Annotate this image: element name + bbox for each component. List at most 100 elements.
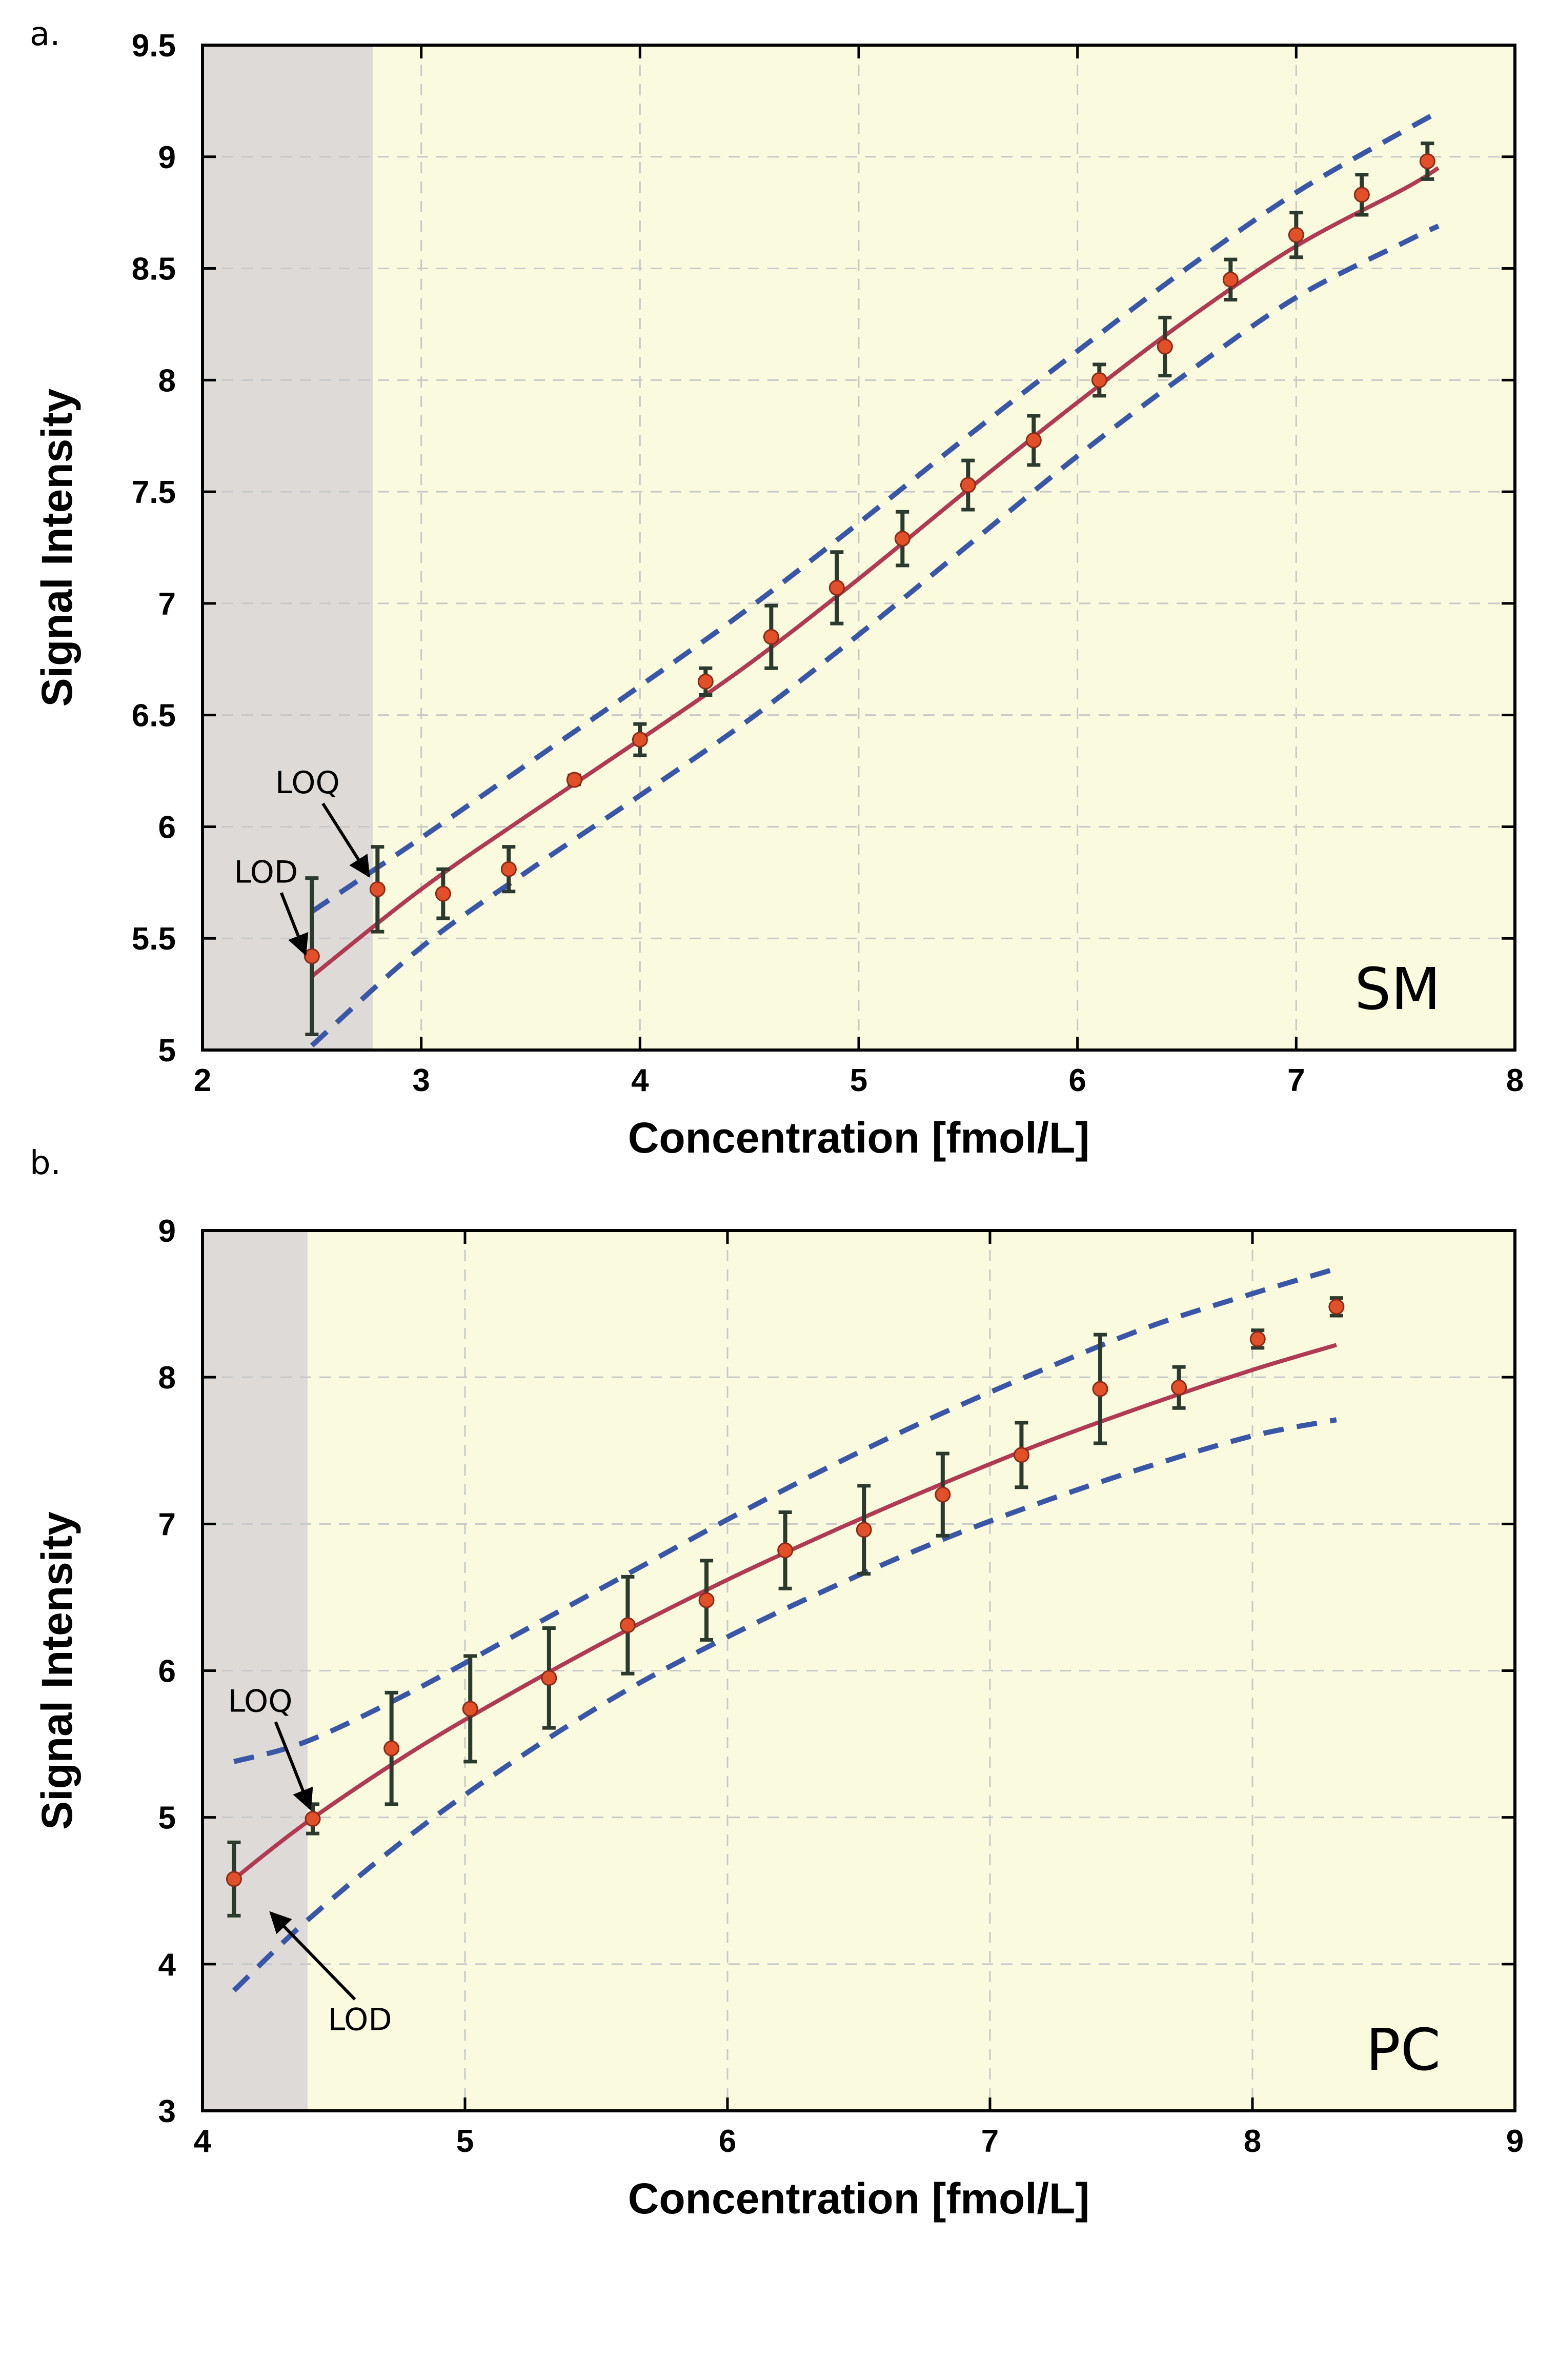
- data-point-marker: [462, 1701, 478, 1717]
- panel-b-y-axis-label: Signal Intensity: [33, 1511, 81, 1830]
- data-point: [462, 1654, 478, 1764]
- data-point: [1157, 315, 1173, 378]
- data-point-marker: [619, 1617, 636, 1633]
- panel-b-annotations: LOQ LOD: [228, 1684, 392, 2038]
- data-point-marker: [828, 579, 845, 596]
- annotation-arrow: [269, 1911, 356, 2001]
- y-tick-label: 5: [158, 1033, 176, 1068]
- panel-b-x-axis-label: Concentration [fmol/L]: [628, 2174, 1090, 2223]
- data-point-marker: [1091, 372, 1107, 388]
- data-point-marker: [541, 1670, 557, 1686]
- panel-b-data-points: [226, 1296, 1345, 1918]
- data-point: [1092, 1333, 1108, 1445]
- panel-a-fit-line: [310, 166, 1440, 978]
- data-point-marker: [383, 1740, 400, 1757]
- data-point-marker: [1353, 187, 1370, 203]
- data-point: [1091, 362, 1107, 398]
- data-point: [1249, 1328, 1266, 1350]
- panel-b-x-tick-labels: 4 5 6 7 8 9: [194, 2124, 1524, 2159]
- data-point: [1419, 142, 1435, 181]
- panel-b-y-tick-labels: 3 4 5 6 7 8 9: [158, 1214, 176, 2129]
- data-point-marker: [1171, 1379, 1187, 1396]
- data-point: [1013, 1421, 1029, 1489]
- data-point-marker: [1092, 1381, 1108, 1397]
- annotation-arrow: [274, 1721, 313, 1811]
- annotation-loq: LOQ: [275, 765, 370, 878]
- data-point-marker: [303, 948, 320, 964]
- annotation-label: LOQ: [228, 1684, 293, 1720]
- panel-a-annotations: LOD LOQ: [234, 765, 370, 956]
- y-tick-label: 5: [158, 1801, 176, 1836]
- data-point: [697, 666, 714, 697]
- data-point-marker: [566, 772, 582, 788]
- data-point-marker: [305, 1811, 321, 1827]
- panel-a-grid: [203, 45, 1515, 1050]
- y-tick-label: 8: [158, 1360, 176, 1396]
- data-point-marker: [856, 1522, 872, 1538]
- data-point: [226, 1840, 242, 1918]
- x-tick-label: 8: [1506, 1063, 1524, 1098]
- data-point: [619, 1575, 636, 1676]
- panel-b-sample-tag: PC: [1366, 2017, 1441, 2084]
- y-tick-label: 3: [158, 2094, 176, 2129]
- panel-a-background: [203, 45, 1515, 1050]
- annotation-lod: LOD: [269, 1911, 392, 2038]
- data-point: [1025, 414, 1042, 467]
- data-point: [541, 1626, 557, 1730]
- data-point: [1222, 257, 1239, 302]
- data-point: [1171, 1365, 1187, 1410]
- x-tick-label: 7: [1287, 1063, 1305, 1098]
- data-point: [632, 722, 648, 757]
- x-tick-label: 2: [194, 1063, 211, 1098]
- data-point-marker: [632, 732, 648, 748]
- panel-a-tick-marks: [201, 44, 1516, 1052]
- data-point: [1288, 211, 1304, 259]
- data-point-marker: [894, 531, 910, 547]
- annotation-label: LOQ: [275, 765, 340, 801]
- panel-b-prediction-band-lower: [232, 1417, 1337, 1992]
- y-tick-label: 6: [158, 810, 176, 845]
- panel-b-grid: [203, 1231, 1515, 2111]
- panel-b-letter: b.: [30, 1144, 61, 1182]
- x-tick-label: 5: [456, 2124, 474, 2159]
- data-point-marker: [960, 477, 976, 493]
- data-point: [383, 1690, 400, 1806]
- y-tick-label: 7: [158, 587, 176, 622]
- data-point-marker: [369, 881, 386, 897]
- y-tick-label: 9: [158, 1214, 176, 1249]
- x-tick-label: 8: [1244, 2124, 1261, 2159]
- annotation-arrow: [279, 892, 309, 956]
- panel-b-fit-line: [232, 1343, 1337, 1881]
- data-point-marker: [226, 1871, 242, 1887]
- y-tick-label: 8.5: [132, 252, 176, 287]
- data-point: [856, 1484, 872, 1576]
- panel-a-x-axis-label: Concentration [fmol/L]: [628, 1114, 1090, 1162]
- x-tick-label: 5: [850, 1063, 867, 1098]
- data-point-marker: [1157, 338, 1173, 355]
- data-point-marker: [698, 1592, 715, 1608]
- annotation-label: LOD: [328, 2002, 392, 2038]
- data-point: [828, 550, 845, 626]
- y-tick-label: 9.5: [132, 28, 176, 64]
- y-tick-label: 4: [158, 1947, 176, 1983]
- data-point-marker: [500, 861, 517, 877]
- data-point-marker: [1288, 227, 1304, 243]
- data-point-marker: [935, 1486, 951, 1503]
- annotation-lod: LOD: [234, 854, 309, 956]
- data-point-marker: [1025, 432, 1042, 449]
- y-tick-label: 6: [158, 1654, 176, 1689]
- data-point-marker: [763, 629, 779, 645]
- data-point-marker: [777, 1542, 794, 1559]
- data-point: [935, 1451, 951, 1538]
- data-point: [698, 1559, 715, 1642]
- data-point: [1353, 173, 1370, 217]
- data-point: [763, 603, 779, 670]
- panel-a-sample-tag: SM: [1354, 956, 1441, 1023]
- data-point-marker: [1419, 153, 1435, 169]
- data-point: [303, 876, 320, 1037]
- panel-b-prediction-band-upper: [233, 1266, 1338, 1764]
- panel-a-y-axis-label: Signal Intensity: [33, 388, 81, 707]
- data-point: [500, 845, 517, 894]
